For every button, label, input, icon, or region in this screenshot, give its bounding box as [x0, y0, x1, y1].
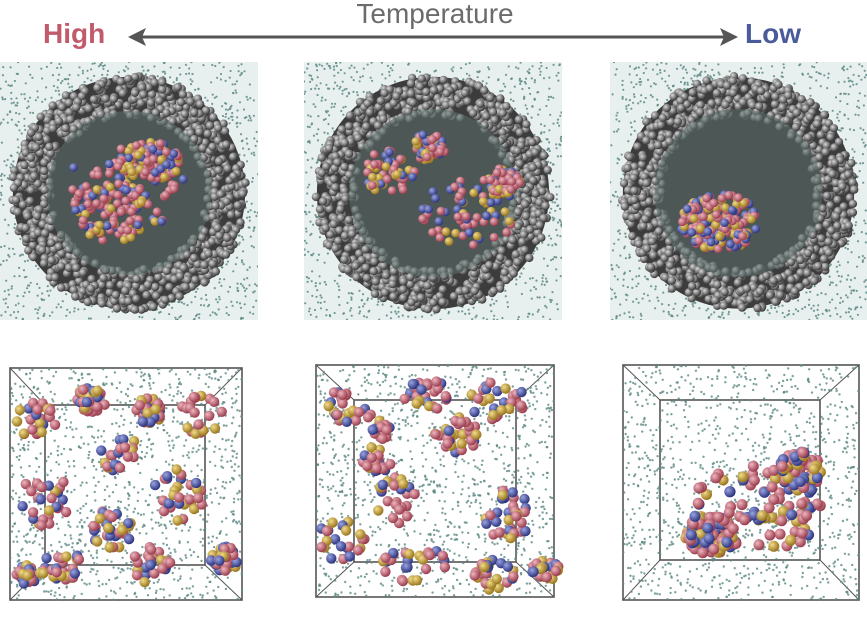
polymer-cluster [677, 190, 760, 254]
low-temperature-label: Low [745, 18, 801, 49]
polymer-beads [11, 383, 242, 589]
high-temperature-label: High [43, 18, 106, 49]
polymer-cluster [363, 130, 525, 250]
droplet-panel-high [0, 62, 258, 320]
droplet-panel-mid [304, 62, 562, 320]
polymer-beads [316, 376, 564, 595]
temperature-axis-label: Temperature [356, 0, 514, 29]
polymer-beads [680, 446, 826, 559]
box-panel-mid [296, 360, 578, 610]
droplet-panel-low [610, 62, 867, 320]
box-panel-high [0, 360, 252, 610]
polymer-cluster [68, 137, 188, 245]
box-panel-low [615, 360, 867, 610]
simulation-box-frame [315, 364, 555, 598]
temperature-arrow [128, 28, 738, 46]
